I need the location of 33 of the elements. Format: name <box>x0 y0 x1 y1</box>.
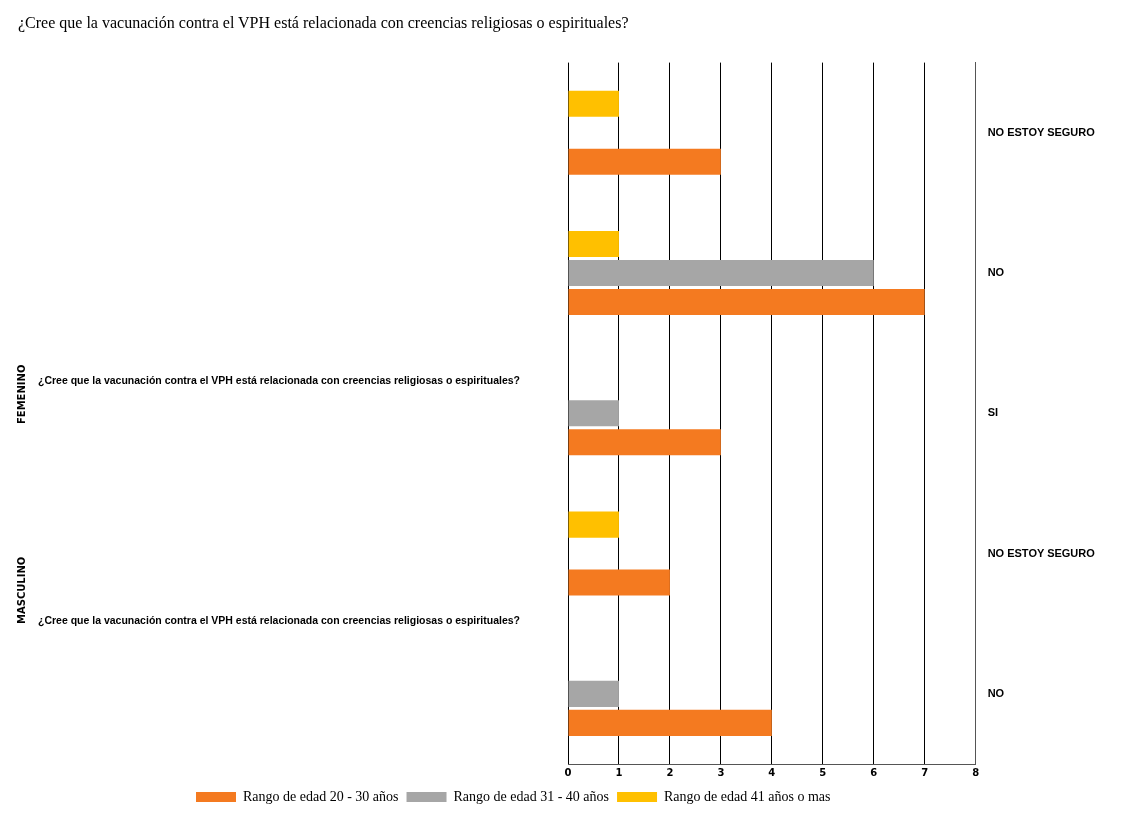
bar <box>568 148 721 175</box>
bar <box>568 90 619 117</box>
y-tick-label: NO ESTOY SEGURO <box>987 125 1096 138</box>
x-tick-label: 3 <box>717 766 725 778</box>
bar <box>568 511 619 538</box>
legend-label: Rango de edad 31 - 40 años <box>453 788 610 804</box>
y-tick-label: NO <box>987 266 1005 279</box>
bar <box>568 429 721 456</box>
x-tick-label: 4 <box>768 766 776 778</box>
text: MASCULINO <box>16 556 27 624</box>
x-tick-label: 0 <box>564 766 572 778</box>
bar <box>568 288 925 316</box>
bar <box>568 400 619 427</box>
x-tick-label: 2 <box>666 766 674 778</box>
text: ¿Cree que la vacunación contra el VPH está relacionada con creencias religiosas o espirituales? <box>38 614 521 626</box>
x-tick-label: 1 <box>615 766 623 778</box>
text: ¿Cree que la vacunación contra el VPH está relacionada con creencias religiosas o espirituales? <box>38 374 521 386</box>
x-tick-label: 7 <box>921 766 929 778</box>
y-tick-label: NO <box>987 686 1005 699</box>
y-tick-label: NO ESTOY SEGURO <box>987 546 1096 559</box>
x-tick-label: 8 <box>972 766 980 778</box>
y-tick-label: SI <box>987 406 999 419</box>
legend-label: Rango de edad 41 años o mas <box>664 788 831 804</box>
bar <box>568 680 619 707</box>
bar <box>568 259 874 287</box>
legend-label: Rango de edad 20 - 30 años <box>243 788 399 804</box>
bar <box>568 569 670 596</box>
bar <box>568 709 772 736</box>
x-tick-label: 5 <box>819 766 827 778</box>
x-tick-label: 6 <box>870 766 878 778</box>
text: FEMENINO <box>16 364 27 424</box>
bar <box>568 230 619 258</box>
text: ¿Cree que la vacunación contra el VPH está relacionada con creencias religiosas o espirituales? <box>17 13 630 34</box>
